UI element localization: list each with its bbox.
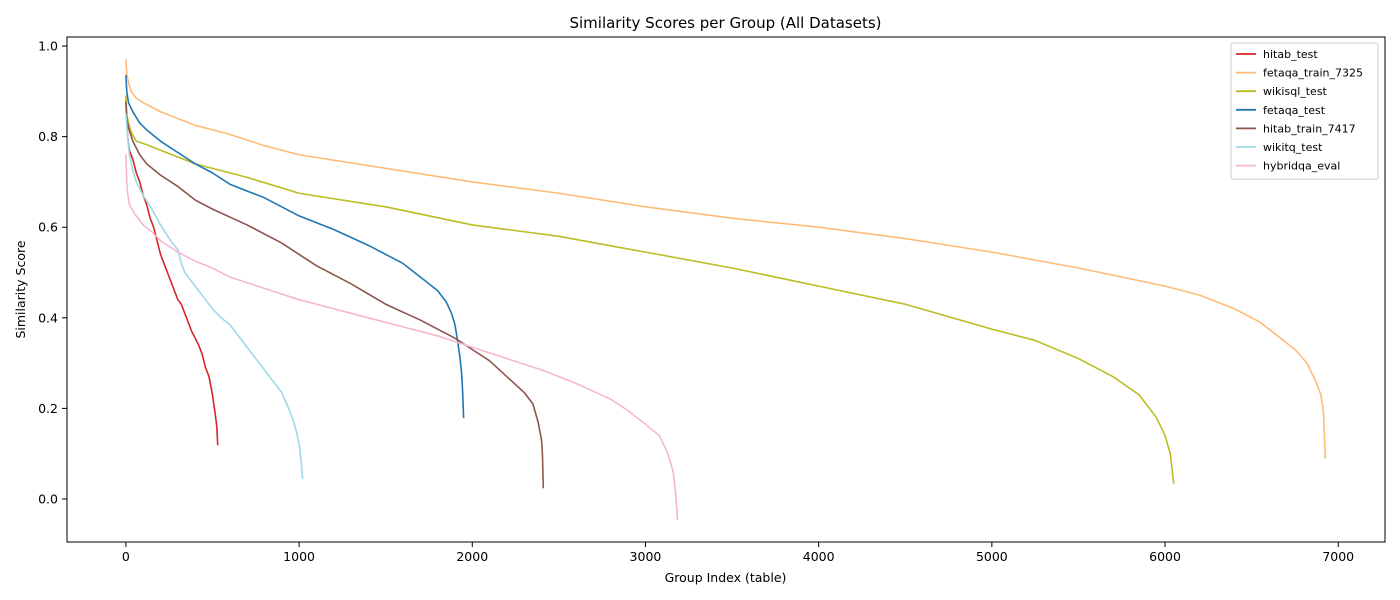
legend-entry: hitab_test [1263, 48, 1318, 61]
y-tick-label: 0.2 [38, 401, 58, 416]
series-line-wikitq-test [125, 113, 304, 480]
series-line-wikisql-test [125, 95, 1175, 484]
x-tick-label: 3000 [630, 549, 662, 564]
y-tick-label: 0.8 [38, 129, 58, 144]
y-tick-label: 0.4 [38, 310, 58, 325]
plot-frame [66, 36, 1386, 543]
series-line-fetaqa-test [125, 74, 465, 419]
chart-title: Similarity Scores per Group (All Dataset… [569, 14, 881, 32]
legend-entry: hitab_train_7417 [1263, 122, 1356, 135]
legend: hitab_test fetaqa_train_7325 wikisql_testf… [1230, 42, 1379, 180]
legend-entry: fetaqa_test [1263, 104, 1326, 117]
series-line-hitab-train-7417 [125, 101, 545, 489]
series-line-hybridqa-eval [125, 153, 679, 521]
y-tick-label: 0.0 [38, 491, 58, 506]
x-axis-label: Group Index (table) [665, 570, 787, 585]
x-tick-label: 2000 [456, 549, 488, 564]
y-axis-label: Similarity Score [13, 240, 28, 338]
series-line-hitab-test [125, 99, 219, 446]
legend-entry: hybridqa_eval [1263, 160, 1340, 173]
legend-entry: fetaqa_train_7325 [1263, 67, 1363, 80]
legend-entry: wikisql_test [1263, 85, 1328, 98]
y-tick-label: 0.6 [38, 220, 58, 235]
x-tick-label: 1000 [283, 549, 315, 564]
x-axis: 0 1000 2000 3000 4000 5000 6000 7000 [122, 542, 1354, 564]
y-axis: 0.0 0.2 0.4 0.6 0.8 1.0 [38, 39, 67, 506]
x-tick-label: 4000 [803, 549, 835, 564]
x-tick-label: 5000 [976, 549, 1008, 564]
y-tick-label: 1.0 [38, 39, 58, 54]
x-tick-label: 0 [122, 549, 130, 564]
legend-entry: wikitq_test [1263, 141, 1323, 154]
legend-box [1230, 42, 1379, 180]
series-line-fetaqa-train-7325 [125, 58, 1327, 460]
x-tick-label: 7000 [1322, 549, 1354, 564]
x-tick-label: 6000 [1149, 549, 1181, 564]
plot-lines [125, 58, 1327, 521]
